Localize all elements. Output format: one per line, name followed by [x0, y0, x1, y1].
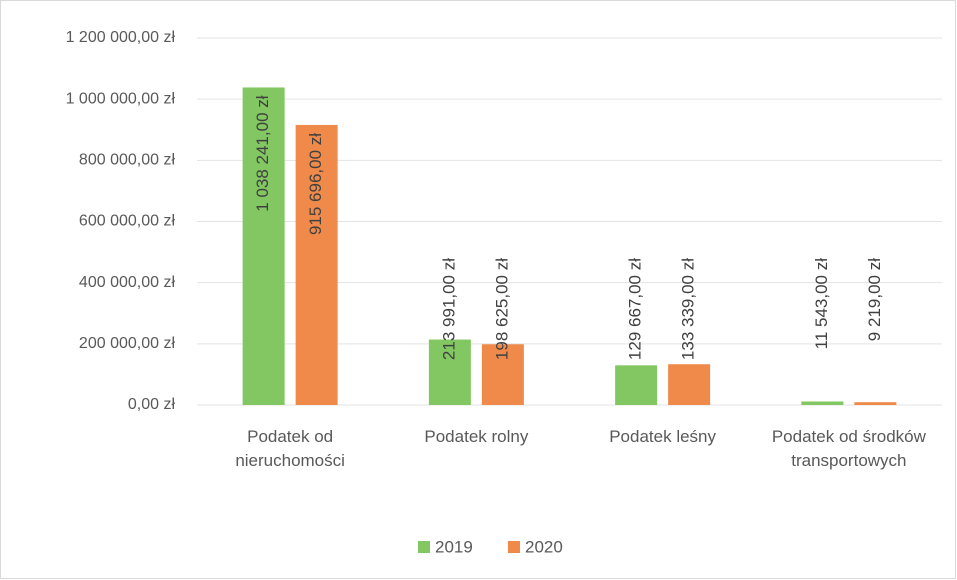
legend-label: 2020 [525, 537, 563, 556]
y-tick-label: 1 000 000,00 zł [66, 90, 176, 107]
legend-swatch [418, 541, 430, 553]
bar [854, 402, 897, 405]
data-label: 213 991,00 zł [439, 258, 458, 360]
bar [668, 364, 711, 405]
data-label: 1 038 241,00 zł [253, 95, 272, 211]
y-tick-label: 200 000,00 zł [79, 335, 176, 352]
y-tick-label: 400 000,00 zł [79, 274, 176, 291]
bar [801, 401, 844, 405]
y-tick-label: 0,00 zł [128, 396, 176, 413]
bar [295, 124, 338, 405]
y-tick-label: 800 000,00 zł [79, 152, 176, 169]
data-label: 9 219,00 zł [865, 258, 884, 341]
legend-label: 2019 [435, 537, 473, 556]
x-tick-label: Podatek rolny [424, 427, 529, 446]
data-label: 198 625,00 zł [492, 258, 511, 360]
x-tick-label: Podatek leśny [609, 427, 717, 446]
y-tick-label: 1 200 000,00 zł [66, 29, 176, 46]
x-tick-label: Podatek od środków transportowych [771, 427, 926, 470]
data-label: 133 339,00 zł [679, 258, 698, 360]
bar [242, 87, 285, 406]
data-label: 11 543,00 zł [812, 258, 831, 350]
bar [481, 344, 524, 405]
bar [428, 339, 471, 405]
data-label: 915 696,00 zł [306, 133, 325, 235]
data-label: 129 667,00 zł [626, 258, 645, 360]
x-tick-label: Podatek od nieruchomości [235, 427, 345, 470]
legend-swatch [508, 541, 520, 553]
bar [615, 365, 658, 405]
y-tick-label: 600 000,00 zł [79, 213, 176, 230]
